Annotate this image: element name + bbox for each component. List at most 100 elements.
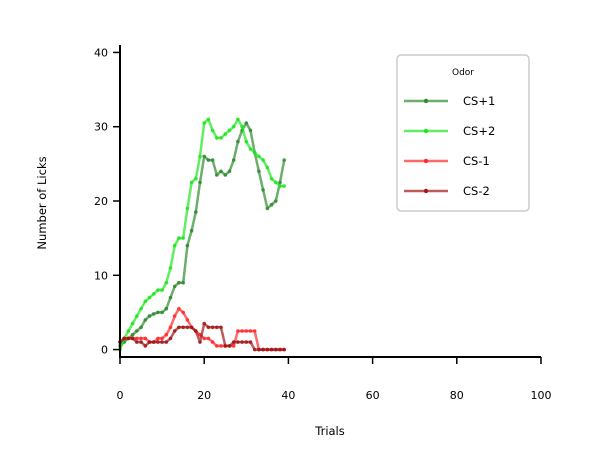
series-cs-1-point xyxy=(274,199,278,203)
legend-label: CS+1 xyxy=(463,94,495,108)
series-cs-2-point xyxy=(177,325,181,330)
y-tick-label: 10 xyxy=(94,269,108,282)
series-cs-1-point xyxy=(244,329,249,333)
series-cs-1-point xyxy=(231,158,236,162)
legend-label: CS+2 xyxy=(463,124,495,138)
series-cs-2-point xyxy=(215,136,219,140)
series-cs-2-point xyxy=(198,154,202,159)
series-cs-2-point xyxy=(206,117,211,122)
series-cs-2-point xyxy=(151,292,156,296)
series-cs-2-point xyxy=(185,206,190,211)
series-cs-1-point xyxy=(189,228,194,233)
series-cs-1-point xyxy=(172,284,177,289)
series-cs-2-point xyxy=(130,321,135,326)
series-cs-2-point xyxy=(278,347,282,352)
series-cs-2-point xyxy=(172,329,177,333)
series-cs-1-point xyxy=(282,158,287,162)
series-cs-1-point xyxy=(278,180,282,185)
series-cs-2-point xyxy=(160,288,164,292)
series-cs-2-point xyxy=(215,325,219,330)
y-tick-label: 20 xyxy=(94,195,108,208)
series-cs-1-point xyxy=(135,336,139,341)
series-cs-2-point xyxy=(194,329,198,333)
series-cs-2 xyxy=(118,117,287,352)
series-lines xyxy=(118,117,287,352)
x-tick-label: 100 xyxy=(531,389,552,402)
legend-items: CS+1 CS+2 CS-1 CS-2 xyxy=(404,94,495,198)
series-cs-1-point xyxy=(164,332,169,337)
series-cs-1-point xyxy=(223,173,228,177)
series-cs-2-point xyxy=(177,236,181,240)
series-cs-2-point xyxy=(185,325,190,330)
series-cs-2-point xyxy=(168,266,173,270)
series-cs-1-point xyxy=(210,158,215,162)
series-cs-2-point xyxy=(257,154,261,159)
series-cs-2-point xyxy=(274,347,278,352)
series-cs-2-point xyxy=(202,121,206,125)
series-cs-1-point xyxy=(139,325,143,330)
legend-title: Odor xyxy=(452,68,474,78)
series-cs-2-point xyxy=(139,340,143,344)
series-cs-2-point xyxy=(252,347,257,352)
series-cs-2-point xyxy=(265,347,270,352)
series-cs-1-point xyxy=(143,336,148,341)
series-cs-2-point xyxy=(143,344,148,348)
series-cs-2-point xyxy=(198,340,202,344)
series-cs-1-point xyxy=(244,121,249,125)
series-cs-2-point xyxy=(194,176,198,181)
series-cs-2-line xyxy=(119,322,285,351)
legend-item-cs-2: CS+2 xyxy=(404,124,495,138)
series-cs-2-point xyxy=(248,340,253,344)
series-cs-2-point xyxy=(257,347,261,352)
series-cs-1-point xyxy=(227,169,232,174)
series-cs-2-point xyxy=(274,180,278,185)
series-cs-2-point xyxy=(261,158,265,162)
legend-swatch-marker xyxy=(423,188,429,194)
series-cs-2-point xyxy=(248,147,253,151)
series-cs-1-point xyxy=(135,329,139,333)
series-cs-2-point xyxy=(210,325,215,330)
ticks: 0 20 40 60 80 100 0 10 20 30 40 xyxy=(94,46,552,402)
series-cs-1-point xyxy=(143,318,148,322)
series-cs-2-point xyxy=(189,180,194,185)
y-tick-label: 40 xyxy=(94,46,108,59)
series-cs-1 xyxy=(118,121,287,348)
series-cs-2-point xyxy=(122,336,126,341)
series-cs-2-point xyxy=(252,150,257,155)
series-cs-1-point xyxy=(236,139,240,144)
x-tick-label: 80 xyxy=(450,389,464,402)
series-cs-1-point xyxy=(206,158,211,162)
series-cs-1-point xyxy=(202,336,206,341)
series-cs-2-point xyxy=(143,299,148,304)
series-cs-2-point xyxy=(210,128,215,133)
series-cs-1-point xyxy=(198,180,202,185)
series-cs-2-point xyxy=(130,336,135,341)
series-cs-1-point xyxy=(130,332,135,337)
legend-item-cs-2: CS-2 xyxy=(404,184,490,198)
series-cs-1-point xyxy=(151,312,156,316)
series-cs-2-point xyxy=(135,314,139,318)
series-cs-1-point xyxy=(248,128,253,133)
series-cs-2-point xyxy=(164,340,169,344)
legend-swatch-marker xyxy=(423,128,429,134)
series-cs-2-point xyxy=(202,321,206,326)
series-cs-1-point xyxy=(160,336,164,341)
series-cs-1-point xyxy=(156,310,160,315)
series-cs-2-point xyxy=(269,347,274,352)
series-cs-2-point xyxy=(244,340,249,344)
legend-item-cs-1: CS+1 xyxy=(404,94,495,108)
series-cs-2-point xyxy=(244,139,249,144)
series-cs-2-point xyxy=(147,340,152,344)
x-tick-label: 40 xyxy=(281,389,295,402)
series-cs-1-point xyxy=(181,310,185,315)
y-tick-label: 30 xyxy=(94,121,108,134)
legend-swatch-marker xyxy=(423,158,429,164)
series-cs-2-point xyxy=(168,336,173,341)
series-cs-1-point xyxy=(219,169,223,174)
series-cs-1-point xyxy=(261,188,265,192)
series-cs-1-point xyxy=(164,306,169,311)
series-cs-1-point xyxy=(219,344,223,348)
series-cs-2-line xyxy=(118,118,285,351)
series-cs-2-point xyxy=(160,340,164,344)
